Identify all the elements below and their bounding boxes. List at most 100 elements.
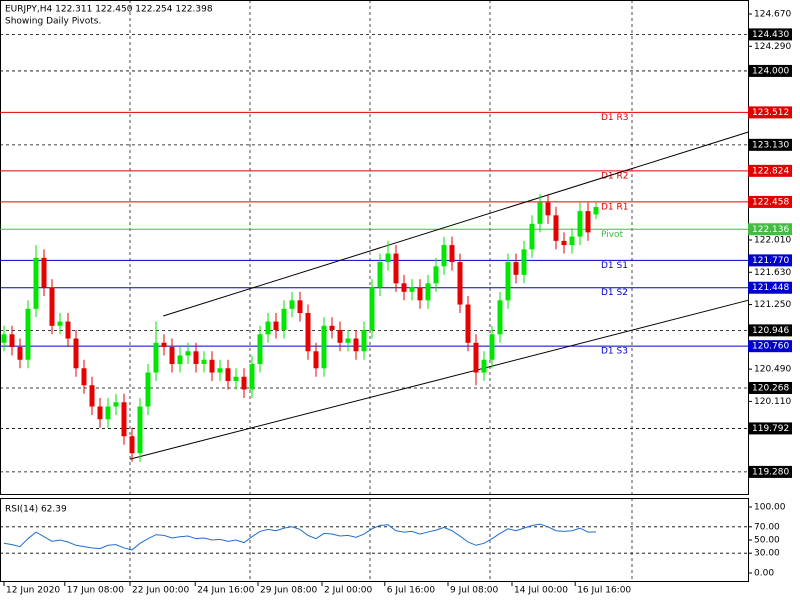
candle-body bbox=[441, 245, 447, 267]
candle-body bbox=[369, 287, 375, 331]
candle-body bbox=[57, 321, 63, 326]
candle-body bbox=[217, 368, 223, 373]
candle-body bbox=[177, 355, 183, 365]
candle-body bbox=[401, 283, 407, 292]
candle-body bbox=[353, 338, 359, 352]
price-label-box bbox=[748, 340, 792, 353]
candle-body bbox=[449, 245, 455, 263]
candle-body bbox=[521, 249, 527, 275]
candle-body bbox=[313, 351, 319, 369]
pivot-name: D1 S2 bbox=[601, 288, 628, 298]
x-tick-label: 24 Jun 16:00 bbox=[197, 586, 254, 596]
candle-body bbox=[89, 385, 95, 407]
x-tick-label: 9 Jul 08:00 bbox=[450, 586, 499, 596]
price-label-box bbox=[748, 195, 792, 208]
candle-body bbox=[41, 257, 47, 288]
candle-body bbox=[417, 287, 423, 301]
price-label-box bbox=[748, 422, 792, 435]
x-tick-label: 22 Jun 00:00 bbox=[132, 586, 189, 596]
price-label-box bbox=[748, 281, 792, 294]
price-label: 119.280 bbox=[752, 467, 789, 477]
candle-body bbox=[153, 342, 159, 373]
candle-body bbox=[49, 287, 55, 326]
candle-body bbox=[497, 300, 503, 335]
candle-body bbox=[393, 253, 399, 284]
candle-body bbox=[273, 321, 279, 331]
candle-body bbox=[281, 308, 287, 331]
trendline bbox=[129, 299, 749, 460]
candle-body bbox=[345, 338, 351, 343]
y-tick-label: 30.00 bbox=[754, 549, 780, 559]
candle-body bbox=[321, 325, 327, 369]
price-label-box bbox=[748, 465, 792, 478]
price-label: 120.760 bbox=[752, 342, 789, 352]
candle-body bbox=[545, 202, 551, 216]
candle-body bbox=[529, 223, 535, 250]
candle-body bbox=[193, 351, 199, 365]
candle-body bbox=[473, 342, 479, 373]
price-label: 124.000 bbox=[752, 66, 789, 76]
price-label: 121.770 bbox=[752, 256, 789, 266]
candle-body bbox=[169, 347, 175, 365]
candle-body bbox=[537, 202, 543, 224]
candle-body bbox=[233, 376, 239, 382]
candle-body bbox=[209, 359, 215, 373]
candle-body bbox=[433, 266, 439, 284]
candle-body bbox=[489, 334, 495, 360]
price-label-box bbox=[748, 324, 792, 337]
candle-body bbox=[249, 364, 255, 390]
candle-body bbox=[81, 368, 87, 386]
x-tick-label: 6 Jul 16:00 bbox=[387, 586, 436, 596]
candle-body bbox=[593, 207, 599, 215]
candle-body bbox=[241, 376, 247, 390]
candle-body bbox=[297, 300, 303, 314]
candle-body bbox=[97, 406, 103, 420]
price-label-box bbox=[748, 28, 792, 41]
candle-body bbox=[185, 351, 191, 356]
y-tick-label: 0.00 bbox=[754, 569, 774, 579]
candle-body bbox=[361, 330, 367, 352]
price-label-box bbox=[748, 223, 792, 236]
pivot-name: D1 R1 bbox=[601, 202, 629, 212]
candle-body bbox=[65, 321, 71, 339]
candle-body bbox=[225, 368, 231, 382]
price-label-box bbox=[748, 164, 792, 177]
candle-body bbox=[569, 236, 575, 246]
rsi-frame bbox=[0, 498, 749, 582]
candle-body bbox=[289, 300, 295, 309]
y-tick-label: 121.250 bbox=[754, 300, 791, 310]
candle-body bbox=[481, 359, 487, 373]
candle-body bbox=[25, 308, 31, 360]
trendline bbox=[163, 131, 749, 317]
y-tick-label: 120.490 bbox=[754, 365, 791, 375]
price-label: 122.824 bbox=[752, 166, 789, 176]
candle-body bbox=[337, 330, 343, 343]
rsi-title: RSI(14) 62.39 bbox=[5, 505, 67, 515]
price-label-box bbox=[748, 381, 792, 394]
price-label: 122.458 bbox=[752, 197, 789, 207]
y-tick-label: 122.010 bbox=[754, 235, 791, 245]
candle-body bbox=[577, 211, 583, 237]
y-tick-label: 50.00 bbox=[754, 536, 780, 546]
y-tick-label: 120.110 bbox=[754, 397, 791, 407]
price-label: 122.136 bbox=[752, 225, 789, 235]
pivot-name: Pivot bbox=[601, 230, 624, 240]
candle-body bbox=[305, 313, 311, 352]
chart-subtitle: Showing Daily Pivots. bbox=[5, 17, 101, 27]
candle-body bbox=[585, 211, 591, 233]
candle-body bbox=[505, 262, 511, 301]
candle-body bbox=[465, 304, 471, 343]
y-tick-label: 70.00 bbox=[754, 522, 780, 532]
x-tick-label: 17 Jun 08:00 bbox=[67, 586, 124, 596]
price-label-box bbox=[748, 64, 792, 77]
price-label: 119.792 bbox=[752, 424, 789, 434]
x-tick-label: 2 Jul 00:00 bbox=[324, 586, 373, 596]
price-label: 120.268 bbox=[752, 383, 789, 393]
pivot-name: D1 S3 bbox=[601, 347, 628, 357]
candle-body bbox=[145, 372, 151, 407]
candle-body bbox=[329, 325, 335, 331]
candle-body bbox=[409, 287, 415, 292]
x-tick-label: 12 Jun 2020 bbox=[6, 586, 60, 596]
price-label: 123.130 bbox=[752, 140, 789, 150]
